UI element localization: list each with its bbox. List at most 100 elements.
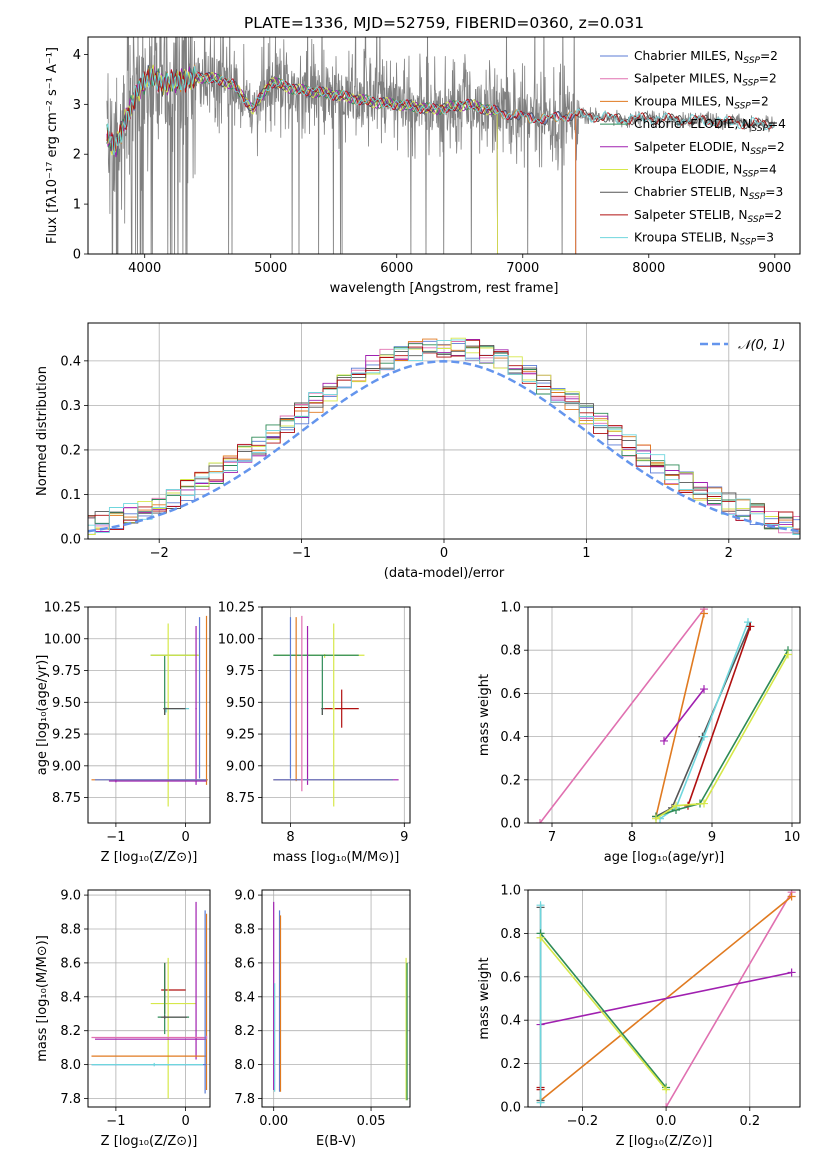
x-tick-label: 6000: [380, 261, 413, 276]
y-tick-label: 0.0: [60, 533, 81, 548]
weight-marker: [536, 901, 545, 910]
x-tick-label: 9000: [758, 261, 791, 276]
y-tick-label: 0.4: [500, 1014, 521, 1029]
mass_vs_Z-xlabel: Z [log₁₀(Z/Z⊙)]: [101, 1134, 198, 1149]
residuals-legend: 𝒩(0, 1): [700, 338, 785, 353]
legend-label: Chabrier ELODIE, N: [634, 117, 751, 131]
y-tick-label: 9.0: [234, 889, 255, 904]
legend-label: Salpeter STELIB, N: [634, 208, 747, 222]
errorbar-point: [91, 1062, 204, 1067]
normal-curve: [88, 360, 800, 533]
y-tick-label: 8.0: [234, 1058, 255, 1073]
age_vs_Z-ylabel: age [log₁₀(age/yr)]: [35, 655, 50, 776]
errorbar-point: [332, 623, 335, 807]
weight_vs_age-ylabel: mass weight: [477, 674, 492, 756]
y-tick-label: 9.75: [226, 664, 255, 679]
weight_vs_Z-ylabel: mass weight: [477, 957, 492, 1039]
weight-marker: [700, 685, 708, 694]
spectrum-xlabel: wavelength [Angstrom, rest frame]: [330, 281, 559, 296]
age_vs_Z-plot-area: [91, 615, 208, 807]
x-tick-label: 7000: [506, 261, 539, 276]
age_vs_Z-frame: [87, 606, 211, 824]
legend-suffix: =2: [760, 49, 778, 63]
weight_vs_Z-xlabel: Z [log₁₀(Z/Z⊙)]: [616, 1134, 713, 1149]
y-tick-label: 10.25: [44, 601, 81, 616]
y-tick-label: 8.4: [60, 990, 81, 1005]
y-tick-label: 8.4: [234, 990, 255, 1005]
y-tick-label: 0: [73, 248, 81, 263]
weight-line-kroupa_stelib: [659, 621, 749, 820]
histogram-chabrier_stelib: [88, 344, 800, 534]
errorbar-point: [108, 779, 207, 783]
legend-entry: Chabrier STELIB, NSSP=3: [634, 185, 783, 202]
legend-suffix: =4: [759, 163, 777, 177]
legend-suffix: =4: [768, 117, 786, 131]
errorbar-point: [150, 623, 200, 807]
model-spectrum-kroupa_stelib: [106, 65, 775, 155]
weight-marker: [784, 650, 792, 659]
legend-label: Kroupa MILES, N: [634, 94, 734, 108]
mass_vs_Z-plot-area: [91, 901, 208, 1099]
y-tick-label: 0.8: [500, 927, 521, 942]
y-tick-label: 8.6: [234, 956, 255, 971]
legend-label: Chabrier MILES, N: [634, 49, 743, 63]
y-tick-label: 8.2: [60, 1024, 81, 1039]
weight-line-salpeter_miles: [665, 891, 793, 1107]
residuals-axes: −2 −1 0 1 2 0.0 0.1 0.2 0.3 0.4: [60, 323, 800, 561]
errorbar-point: [91, 1035, 208, 1040]
weight-marker: [746, 622, 755, 631]
weight-line-kroupa_elodie: [539, 937, 667, 1091]
y-tick-label: 9.50: [52, 696, 81, 711]
errorbar-point: [195, 626, 197, 785]
x-tick-label: 7: [548, 830, 556, 845]
legend-subscript: SSP: [734, 101, 751, 111]
y-tick-label: 0.2: [500, 1057, 521, 1072]
residuals-frame: [87, 322, 801, 540]
weight-marker: [787, 968, 796, 977]
x-tick-label: 8: [286, 830, 294, 845]
x-tick-label: 0: [440, 546, 448, 561]
legend-label: Chabrier STELIB, N: [634, 185, 749, 199]
errorbar-point: [94, 901, 207, 1060]
y-tick-label: 9.50: [226, 696, 255, 711]
y-tick-label: 8.8: [234, 922, 255, 937]
mass_vs_ebv-xlabel: E(B-V): [316, 1134, 356, 1149]
y-tick-label: 9.00: [52, 759, 81, 774]
weight-marker: [744, 618, 752, 627]
legend-subscript: SSP: [743, 56, 760, 66]
x-tick-label: 9: [400, 830, 408, 845]
x-tick-label: 9: [708, 830, 716, 845]
weight_vs_Z-frame: [527, 889, 801, 1108]
x-tick-label: 0: [181, 830, 189, 845]
weight_vs_age-xlabel: age [log₁₀(age/yr)]: [604, 850, 725, 865]
weight_vs_age-axes: 7 8 9 10 0.0 0.2 0.4 0.6 0.8 1.0: [500, 601, 800, 846]
y-tick-label: 8.0: [60, 1058, 81, 1073]
errorbar-point: [150, 957, 197, 1099]
y-tick-label: 10.25: [218, 601, 255, 616]
x-tick-label: 1: [582, 546, 590, 561]
y-tick-label: 0.2: [500, 773, 521, 788]
weight-marker: [536, 1098, 545, 1107]
legend-suffix: =2: [759, 72, 777, 86]
weight-marker: [662, 1103, 671, 1107]
y-tick-label: 9.25: [52, 728, 81, 743]
weight-line-kroupa_miles: [655, 613, 705, 817]
y-tick-label: 3: [73, 98, 81, 113]
weight-marker: [652, 814, 660, 823]
legend-label: Salpeter MILES, N: [634, 72, 742, 86]
weight-marker: [660, 736, 668, 745]
legend-subscript: SSP: [740, 238, 757, 248]
legend-label: Salpeter ELODIE, N: [634, 140, 750, 154]
x-tick-label: −1: [106, 830, 125, 845]
errorbar-point: [321, 708, 325, 715]
x-tick-label: 4000: [128, 261, 161, 276]
x-tick-label: 8000: [632, 261, 665, 276]
x-tick-label: 0.0: [656, 1114, 677, 1129]
y-tick-label: 8.2: [234, 1024, 255, 1039]
legend-entry: Salpeter MILES, NSSP=2: [634, 72, 777, 89]
y-tick-label: 8.75: [52, 791, 81, 806]
legend-suffix: =3: [765, 185, 783, 199]
errorbar-point: [161, 1015, 187, 1019]
legend-subscript: SSP: [747, 215, 764, 225]
